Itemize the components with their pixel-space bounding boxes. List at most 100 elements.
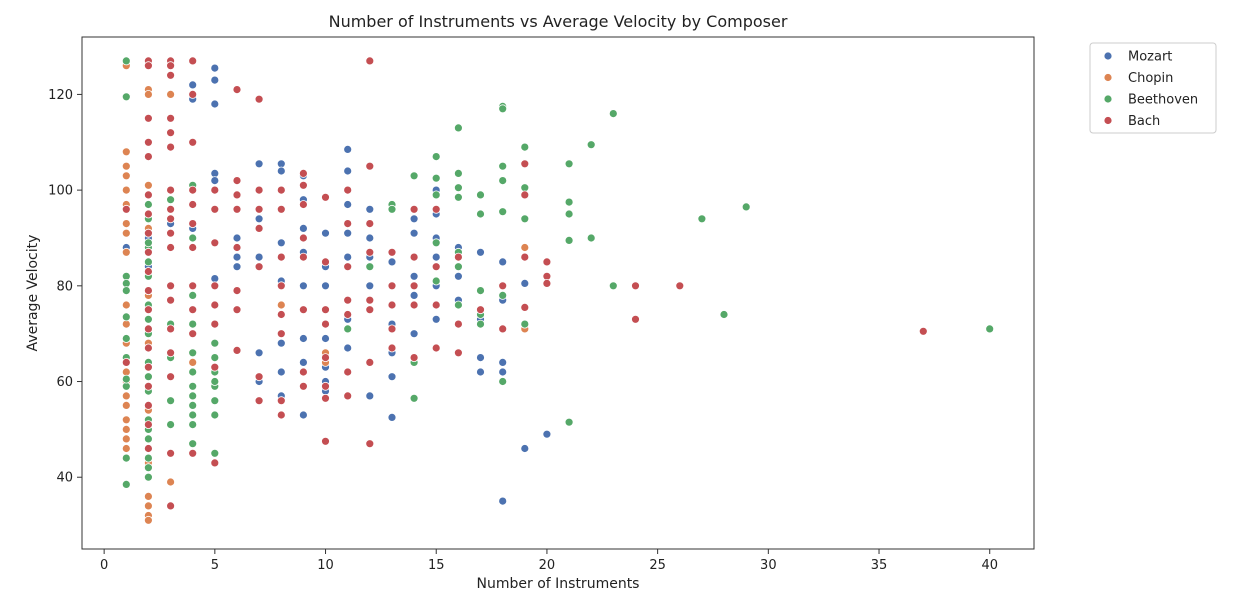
data-point [166,214,176,224]
data-point [409,393,419,403]
data-point [520,302,530,312]
data-point [143,324,153,334]
data-point [121,204,131,214]
data-point [210,338,220,348]
data-point [276,410,286,420]
y-axis-ticks: 40 60 80 100 120 [48,88,82,486]
data-point [343,252,353,262]
series-bach [121,56,928,511]
data-point [166,420,176,430]
data-point [476,367,485,377]
data-point [232,190,242,200]
data-point [143,372,153,382]
data-point [453,319,463,329]
data-point [631,281,640,291]
data-point [276,329,286,339]
data-point [276,367,286,377]
data-point [409,290,419,300]
data-point [143,501,153,511]
legend-label-mozart: Mozart [1128,50,1172,65]
data-point [453,252,463,262]
data-point [431,204,441,214]
data-point [232,345,242,355]
data-point [409,271,419,281]
data-point [121,334,131,343]
data-point [409,252,419,262]
data-point [298,281,308,291]
data-point [121,400,131,410]
data-point [121,434,131,444]
data-point [254,185,264,195]
data-point [409,204,419,214]
data-point [498,161,508,171]
data-point [166,501,176,511]
data-point [476,305,485,315]
data-point [166,70,176,80]
data-point [121,479,131,489]
data-point [564,417,574,427]
data-point [520,190,530,200]
data-point [166,477,176,487]
data-point [143,463,153,473]
data-point [143,228,153,238]
data-point [166,324,176,334]
x-tick-label: 30 [760,558,777,573]
x-tick-label: 10 [317,558,334,573]
data-point [188,290,198,300]
data-point [343,295,353,305]
data-point [254,262,264,272]
data-point [542,278,552,288]
data-point [143,267,153,276]
data-point [143,444,153,453]
data-point [343,310,353,319]
data-point [453,300,463,310]
data-point [188,400,198,410]
data-point [564,235,574,245]
data-point [365,204,375,214]
data-point [365,391,375,401]
data-point [188,56,198,66]
data-point [188,319,198,329]
data-point [298,180,308,190]
data-point [498,207,508,217]
data-point [918,326,928,336]
x-tick-label: 25 [649,558,666,573]
data-point [564,197,574,207]
data-point [431,238,441,248]
data-point [254,214,264,224]
data-point [453,123,463,133]
data-point [387,372,397,382]
data-point [365,357,375,367]
data-point [298,233,308,243]
data-point [121,278,131,288]
data-point [166,90,176,99]
data-point [343,324,353,334]
data-point [143,491,153,501]
data-point [232,252,242,262]
legend-box [1089,42,1217,134]
data-point [166,204,176,214]
data-point [631,314,640,324]
data-point [166,128,176,138]
data-point [276,281,286,291]
data-point [365,56,375,66]
data-point [121,424,131,434]
data-point [321,393,330,403]
data-point [276,338,286,348]
data-point [431,262,441,272]
legend-marker-bach [1103,116,1113,125]
data-point [121,219,131,229]
data-point [232,305,242,315]
data-point [365,281,375,291]
x-tick-label: 0 [100,558,108,573]
data-point [276,185,286,195]
data-point [409,228,419,238]
data-point [143,343,153,353]
data-point [608,281,618,291]
data-point [719,310,729,319]
data-point [254,204,264,214]
x-tick-label: 35 [871,558,888,573]
data-point [188,367,198,377]
data-point [564,209,574,219]
data-point [188,233,198,243]
